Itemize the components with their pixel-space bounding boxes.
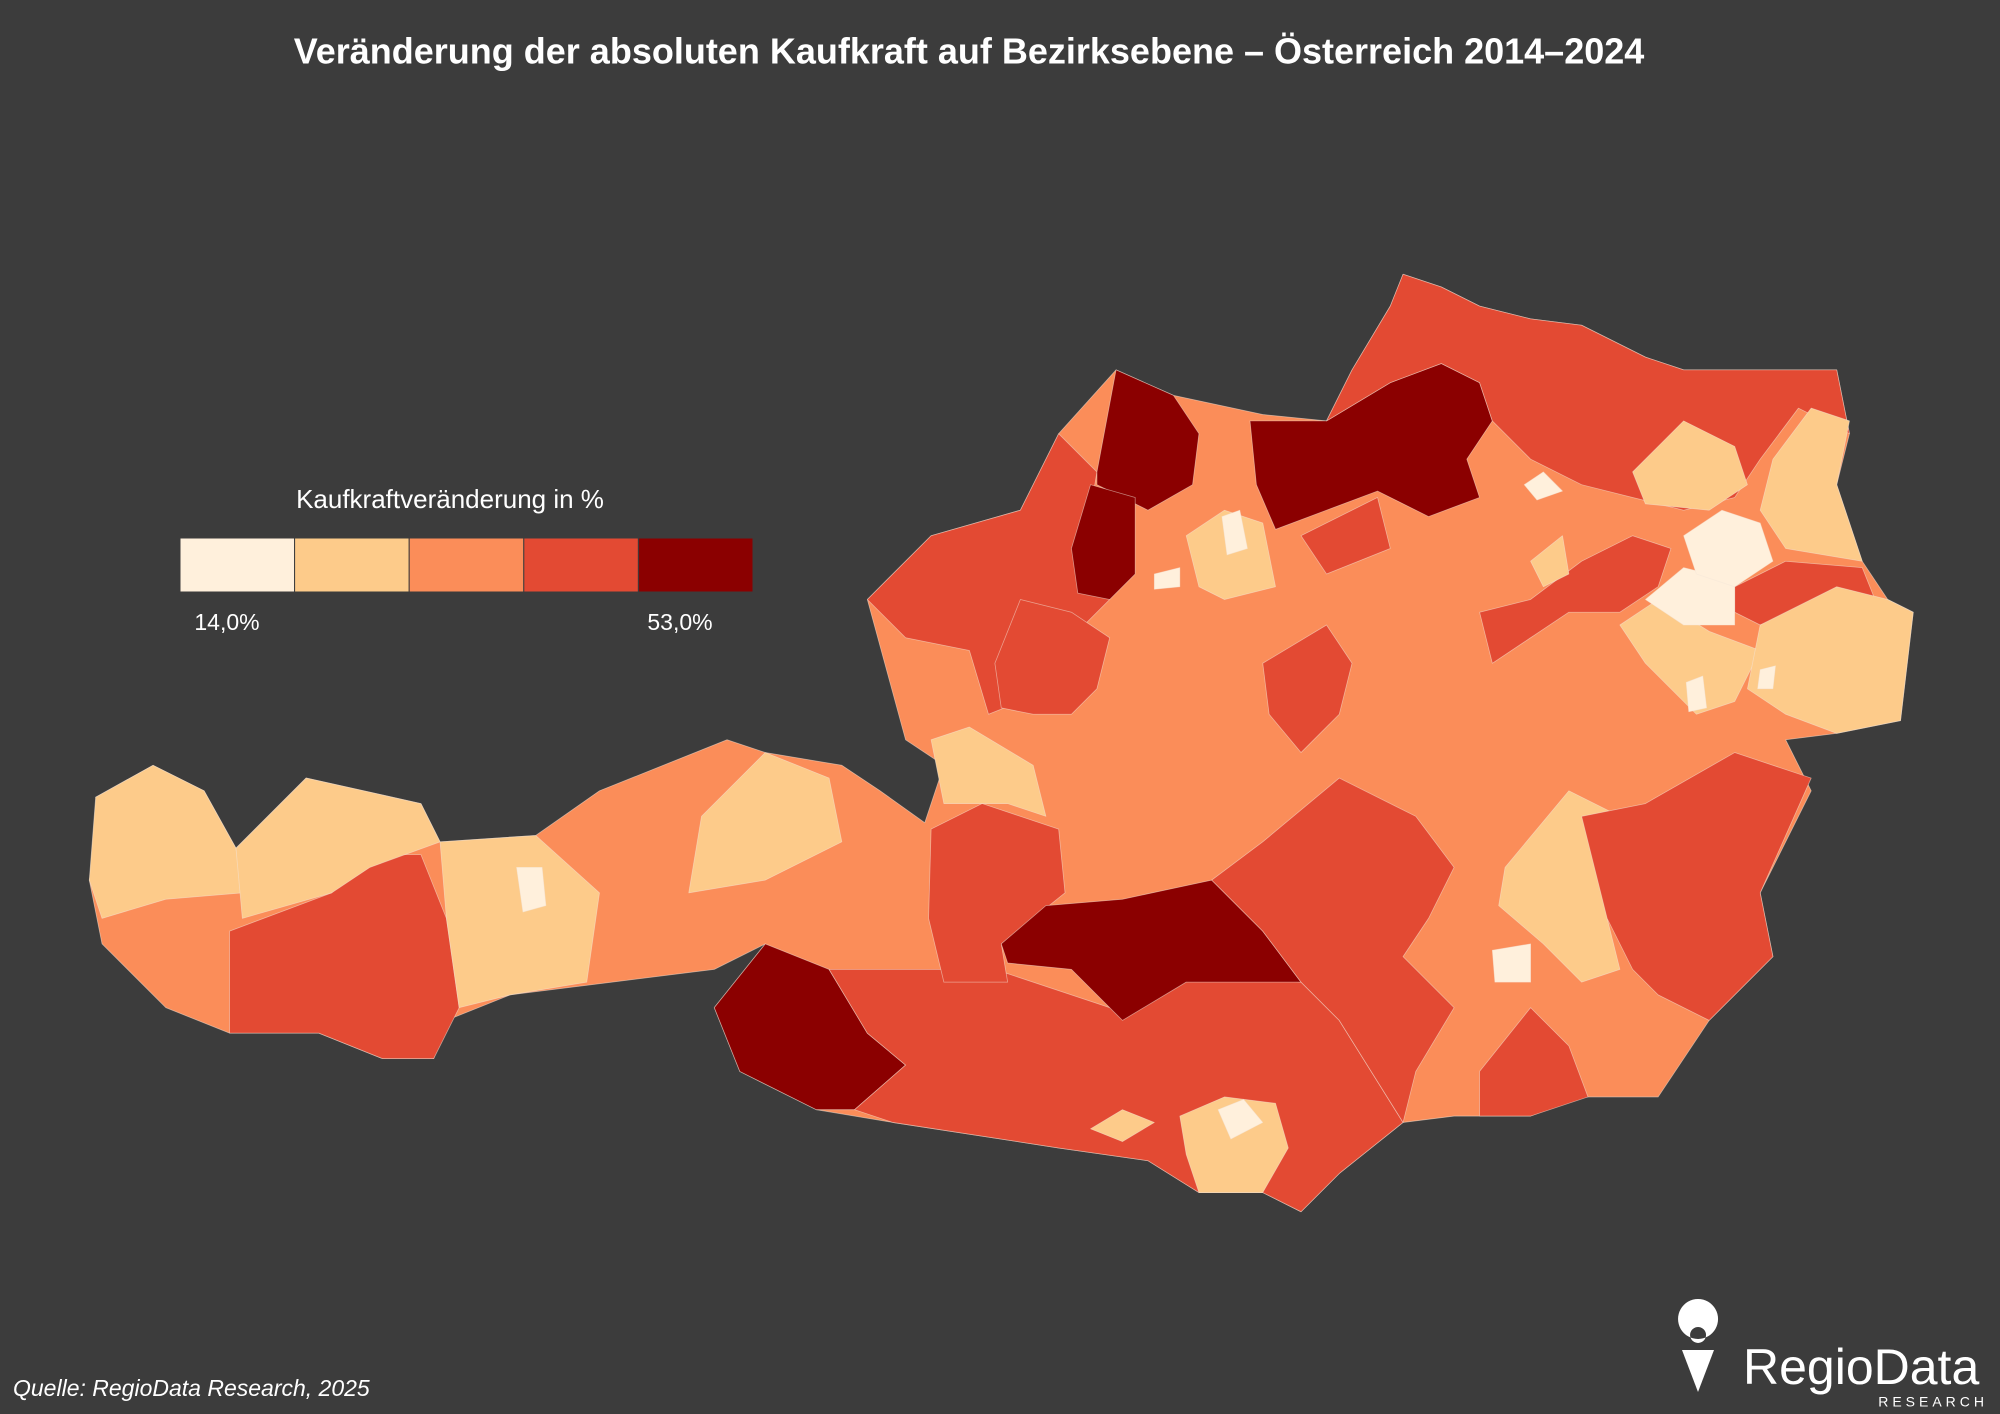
logo-icon — [1678, 1299, 1719, 1343]
region — [1479, 1007, 1589, 1117]
legend-swatch — [294, 537, 410, 593]
source: Quelle: RegioData Research, 2025 — [13, 1375, 370, 1401]
region — [1153, 567, 1181, 590]
legend-title: Kaufkraftveränderung in % — [296, 484, 604, 514]
legend — [179, 537, 754, 593]
region — [1747, 586, 1914, 734]
region — [1185, 509, 1276, 600]
title: Veränderung der absoluten Kaufkraft auf … — [294, 31, 1645, 72]
region — [439, 835, 600, 1009]
logo-text: RegioData — [1743, 1339, 1979, 1395]
region — [1262, 624, 1353, 753]
legend-swatch — [523, 537, 639, 593]
legend-swatch — [637, 537, 754, 593]
region — [1523, 471, 1563, 501]
region — [1530, 535, 1570, 588]
region — [994, 599, 1111, 715]
region — [1211, 777, 1455, 1123]
region — [930, 726, 1047, 817]
region — [1632, 420, 1748, 511]
logo: RegioData RESEARCH — [1678, 1299, 1988, 1410]
region — [1071, 484, 1136, 600]
region — [1090, 1109, 1155, 1142]
region — [1221, 509, 1248, 556]
logo-icon-tip — [1682, 1350, 1714, 1392]
region — [1645, 567, 1736, 626]
legend-min-label: 14,0% — [194, 609, 259, 635]
region — [1491, 943, 1531, 983]
region — [235, 777, 441, 919]
map — [88, 273, 1914, 1213]
region — [516, 866, 547, 913]
legend-swatch — [408, 537, 525, 593]
region — [1757, 665, 1776, 690]
region — [1683, 509, 1774, 588]
legend-swatch — [179, 537, 296, 593]
region — [1581, 752, 1812, 1021]
logo-subtitle: RESEARCH — [1878, 1394, 1988, 1410]
region — [1685, 675, 1708, 713]
region — [1217, 1099, 1264, 1140]
region — [688, 752, 843, 894]
region — [1759, 407, 1863, 562]
legend-max-label: 53,0% — [647, 609, 712, 635]
region — [1300, 497, 1391, 575]
